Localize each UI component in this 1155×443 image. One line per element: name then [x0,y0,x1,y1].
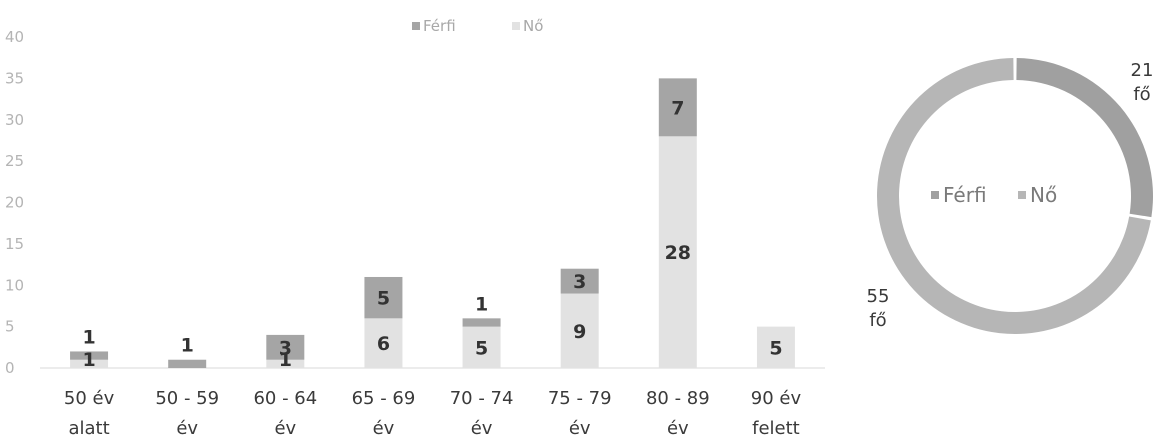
bar-data-label: 1 [475,293,488,315]
bar-no [364,318,403,368]
bar-ferfi [70,351,109,360]
x-category-label: 90 év [751,388,802,409]
bar-no [560,293,599,368]
bar-ferfi [658,78,697,137]
bar-ferfi [560,268,599,294]
legend-swatch [512,22,520,30]
x-category-label: év [667,418,689,439]
x-category-label: év [471,418,493,439]
x-category-label: 65 - 69 [352,388,416,409]
x-category-label: 80 - 89 [646,388,710,409]
bar-data-label: 1 [82,349,95,371]
x-category-label: 50 - 59 [155,388,219,409]
x-category-label: 75 - 79 [548,388,612,409]
bar-data-label: 6 [377,333,390,355]
donut-data-label: 55 [867,286,890,307]
y-tick-label: 35 [5,69,24,87]
bar-ferfi [462,318,501,327]
x-category-label: év [569,418,591,439]
y-tick-label: 0 [5,359,15,377]
donut-data-label: 21 [1131,60,1154,81]
y-tick-label: 10 [5,276,24,294]
donut-legend-label: Férfi [943,183,987,207]
bar-data-label: 7 [671,97,684,119]
y-tick-label: 25 [5,152,24,170]
y-tick-label: 30 [5,111,24,129]
x-category-label: év [176,418,198,439]
donut-slice-ferfi [1016,58,1153,218]
bar-no [658,136,697,368]
donut-data-label: fő [869,310,886,331]
bars [70,78,795,368]
x-category-label: 50 év [64,388,115,409]
donut-legend-swatch [1018,191,1026,199]
bar-ferfi [364,276,403,319]
bar-data-label: 1 [181,335,194,357]
bar-data-label: 3 [279,337,292,359]
donut-legend-swatch [931,191,939,199]
legend-swatch [412,22,420,30]
legend-label: Nő [523,17,543,35]
bar-data-label: 5 [475,337,488,359]
bar-data-label: 1 [279,349,292,371]
donut-legend-label: Nő [1030,183,1057,207]
bar-no [70,359,109,368]
bar-no [266,359,305,368]
bar-no [756,326,795,368]
bar-ferfi [266,334,305,360]
legend-label: Férfi [423,17,456,35]
donut-legend: Férfi Nő [931,183,1057,207]
x-axis-categories: 50 év alatt 50 - 59 év 60 - 64 év 65 - 69 év 70 … [64,388,802,439]
x-category-label: év [274,418,296,439]
donut-labels: 21 fő 55 fő [867,60,1154,331]
bar-legend: Férfi Nő [412,17,543,35]
x-category-label: felett [752,418,800,439]
bar-no [462,326,501,368]
y-tick-label: 20 [5,194,24,212]
y-tick-label: 15 [5,235,24,253]
y-tick-label: 40 [5,28,24,46]
x-category-label: 70 - 74 [450,388,514,409]
x-category-label: év [373,418,395,439]
bar-data-label: 5 [377,288,390,310]
y-tick-label: 5 [5,318,15,336]
bar-data-label: 5 [769,337,782,359]
bar-data-label: 3 [573,271,586,293]
bar-data-label: 9 [573,321,586,343]
bar-data-label: 1 [82,326,95,348]
bar-data-label: 28 [665,242,691,264]
donut-data-label: fő [1133,84,1150,105]
bar-ferfi [168,359,207,368]
donut-chart: 21 fő 55 fő Férfi Nő [867,58,1154,334]
x-category-label: alatt [68,418,109,439]
x-category-label: 60 - 64 [253,388,317,409]
donut-slices [876,58,1153,334]
y-axis: 0 5 10 15 20 25 30 35 40 [5,28,24,377]
